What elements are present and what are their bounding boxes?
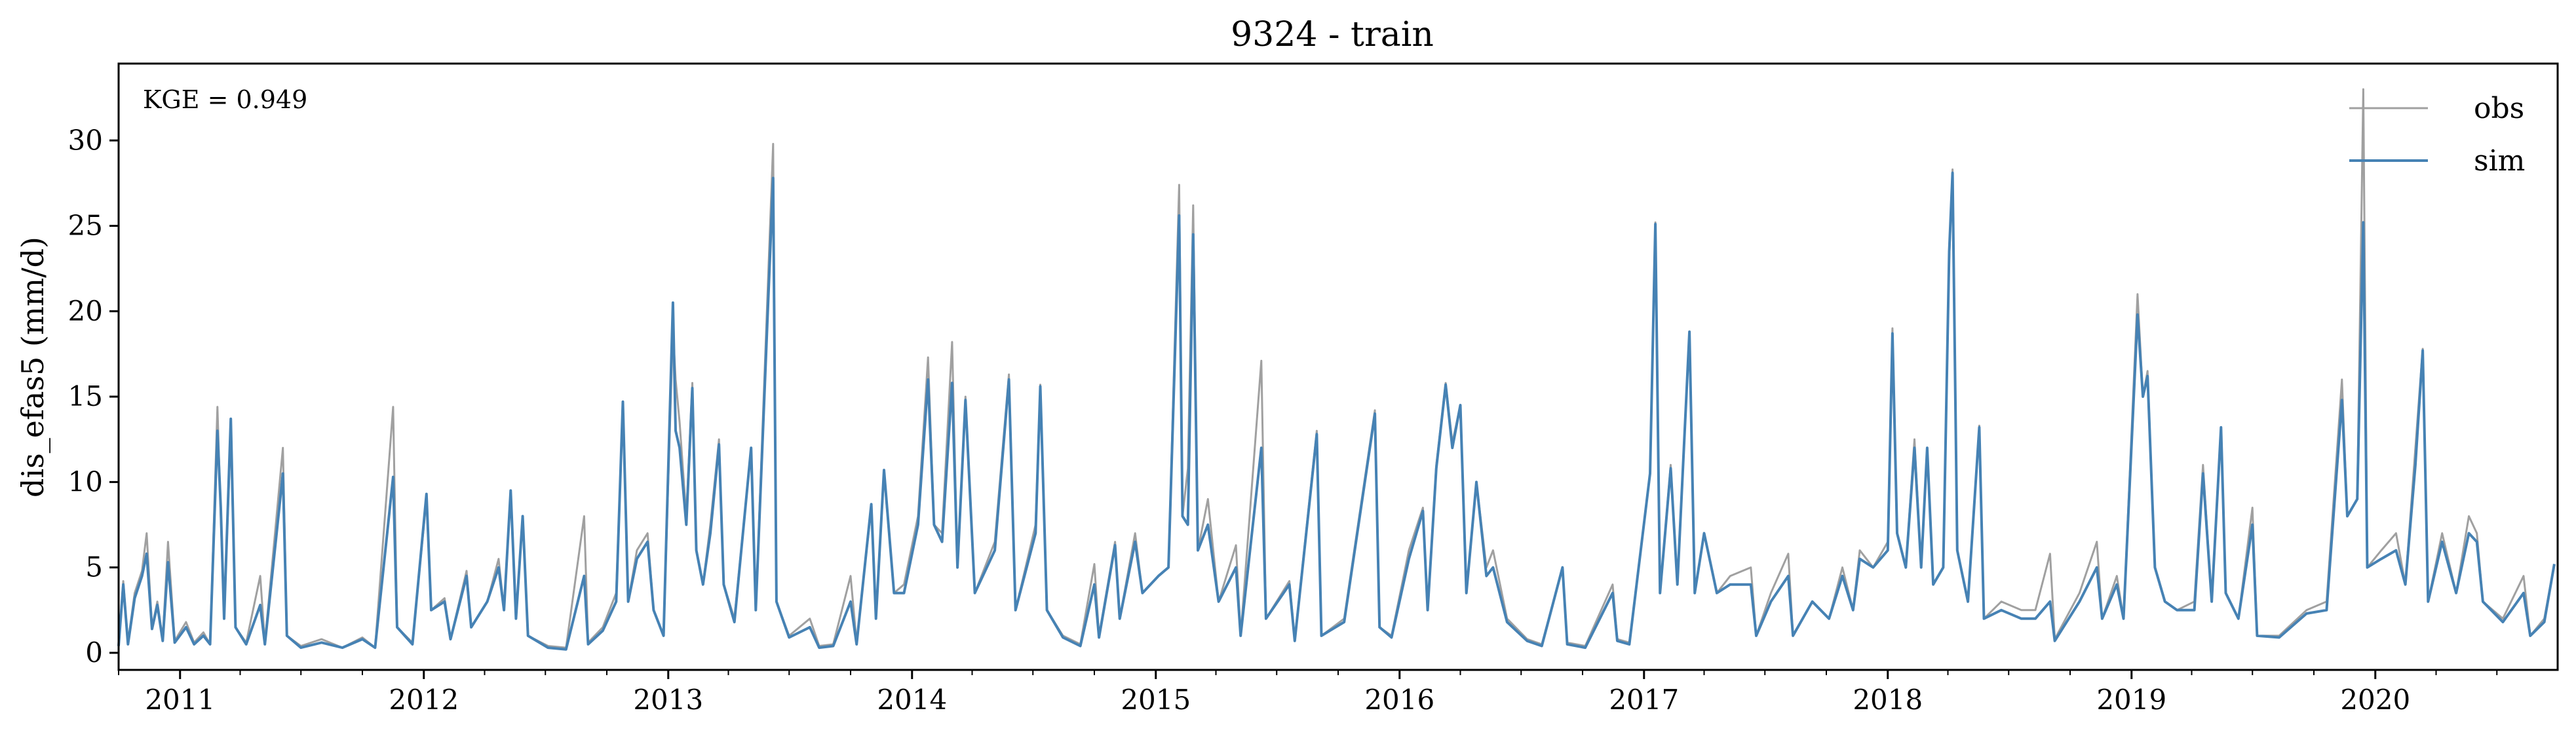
- x-tick-label: 2012: [389, 684, 459, 716]
- y-axis: 0 5 10 15 20 25 30: [68, 124, 119, 669]
- legend-label-sim: sim: [2474, 144, 2525, 178]
- legend-label-obs: obs: [2474, 92, 2524, 125]
- legend: obs sim: [2349, 92, 2525, 178]
- x-tick-label: 2017: [1609, 684, 1679, 716]
- y-tick-label: 20: [68, 295, 103, 327]
- y-tick-label: 0: [85, 636, 103, 669]
- x-tick-label: 2013: [633, 684, 703, 716]
- y-tick-label: 15: [68, 380, 103, 412]
- x-tick-label: 2020: [2340, 684, 2410, 716]
- chart-title: 9324 - train: [1231, 15, 1434, 54]
- kge-annotation: KGE = 0.949: [143, 85, 307, 114]
- x-axis: 2011 2012 2013 2014 2015 2016 2017 2018 2019 2020: [118, 670, 2498, 716]
- x-tick-label: 2011: [145, 684, 215, 716]
- y-tick-label: 5: [85, 551, 103, 583]
- x-tick-label: 2014: [877, 684, 947, 716]
- series-line-sim: [117, 171, 2556, 651]
- y-tick-label: 25: [68, 210, 103, 242]
- y-axis-title: dis_efas5 (mm/d): [15, 237, 50, 498]
- x-tick-label: 2016: [1364, 684, 1434, 716]
- y-tick-label: 10: [68, 465, 103, 498]
- series-layer: [117, 88, 2556, 651]
- y-tick-label: 30: [68, 124, 103, 156]
- x-tick-label: 2015: [1121, 684, 1191, 716]
- x-tick-label: 2019: [2096, 684, 2166, 716]
- x-tick-label: 2018: [1853, 684, 1923, 716]
